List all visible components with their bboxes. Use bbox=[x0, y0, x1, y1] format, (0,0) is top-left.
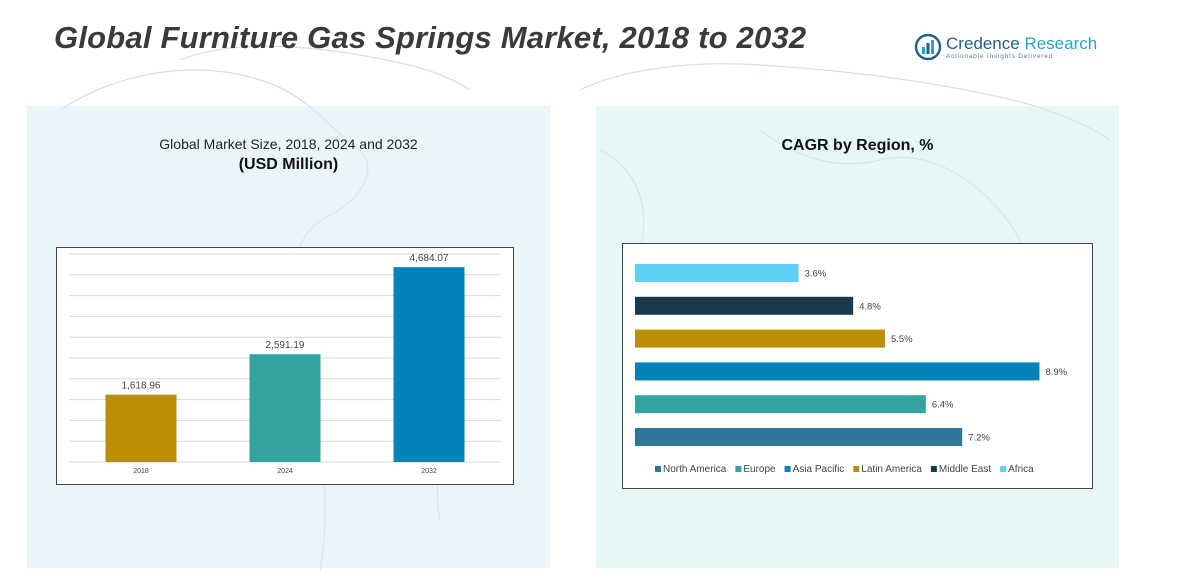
legend-label: Middle East bbox=[939, 464, 991, 475]
logo-name: Credence Research bbox=[946, 34, 1097, 54]
logo-tagline: Actionable Insights Delivered bbox=[946, 53, 1054, 60]
logo-icon bbox=[914, 33, 942, 61]
market-size-chart: 1,618.96 2018 2,591.19 2024 4,684.07 2032 bbox=[56, 247, 514, 485]
cagr-chart-title: CAGR by Region, % bbox=[781, 137, 934, 154]
cagr-chart: 3.6% 4.8% 5.5% 8.9% 6.4% 7.2% North America Eur… bbox=[622, 243, 1093, 489]
cagr-bar-africa bbox=[635, 264, 799, 282]
credence-research-logo[interactable]: Credence Research Actionable Insights De… bbox=[914, 33, 1114, 67]
legend-label: Latin America bbox=[861, 464, 922, 475]
market-size-chart-subtitle: (USD Million) bbox=[238, 156, 339, 173]
legend-swatch bbox=[853, 466, 860, 472]
bar-2024 bbox=[249, 354, 321, 462]
logo-name-sub: Research bbox=[1019, 34, 1098, 53]
cagr-value-label: 5.5% bbox=[891, 334, 913, 345]
logo-name-main: Credence bbox=[946, 34, 1020, 53]
legend-swatch bbox=[930, 466, 937, 472]
cagr-bar-svg: 3.6% 4.8% 5.5% 8.9% 6.4% 7.2% North America Eur… bbox=[635, 264, 1068, 475]
cagr-bar-middle-east bbox=[635, 296, 854, 315]
legend-label: Africa bbox=[1008, 464, 1034, 475]
market-size-chart-title: Global Market Size, 2018, 2024 and 2032 bbox=[159, 136, 418, 152]
market-size-bar-svg: 1,618.96 2018 2,591.19 2024 4,684.07 2032 bbox=[69, 253, 501, 475]
x-tick-label: 2018 bbox=[133, 468, 149, 475]
cagr-bar-asia-pacific bbox=[635, 362, 1040, 381]
legend-swatch bbox=[784, 466, 791, 472]
cagr-bar-europe bbox=[635, 395, 926, 414]
bar-2032 bbox=[393, 267, 465, 462]
legend-label: Europe bbox=[743, 464, 776, 475]
page-title: Global Furniture Gas Springs Market, 201… bbox=[54, 20, 807, 55]
x-tick-label: 2032 bbox=[421, 468, 437, 475]
cagr-value-label: 7.2% bbox=[968, 433, 990, 444]
legend-swatch bbox=[655, 466, 661, 472]
cagr-bar-latin-america bbox=[635, 329, 885, 348]
legend-label: Asia Pacific bbox=[793, 464, 845, 475]
cagr-value-label: 3.6% bbox=[805, 269, 827, 280]
cagr-bar-north-america bbox=[635, 428, 963, 446]
bar-2018 bbox=[105, 394, 177, 462]
legend-label: North America bbox=[663, 464, 727, 475]
legend-swatch bbox=[735, 466, 742, 472]
cagr-value-label: 8.9% bbox=[1045, 367, 1067, 378]
cagr-value-label: 6.4% bbox=[932, 400, 954, 411]
x-tick-label: 2024 bbox=[277, 468, 293, 475]
bar-value-label: 4,684.07 bbox=[410, 253, 449, 264]
bar-value-label: 1,618.96 bbox=[122, 381, 161, 392]
bar-value-label: 2,591.19 bbox=[266, 340, 305, 351]
cagr-value-label: 4.8% bbox=[859, 301, 881, 312]
legend-swatch bbox=[1000, 466, 1007, 472]
